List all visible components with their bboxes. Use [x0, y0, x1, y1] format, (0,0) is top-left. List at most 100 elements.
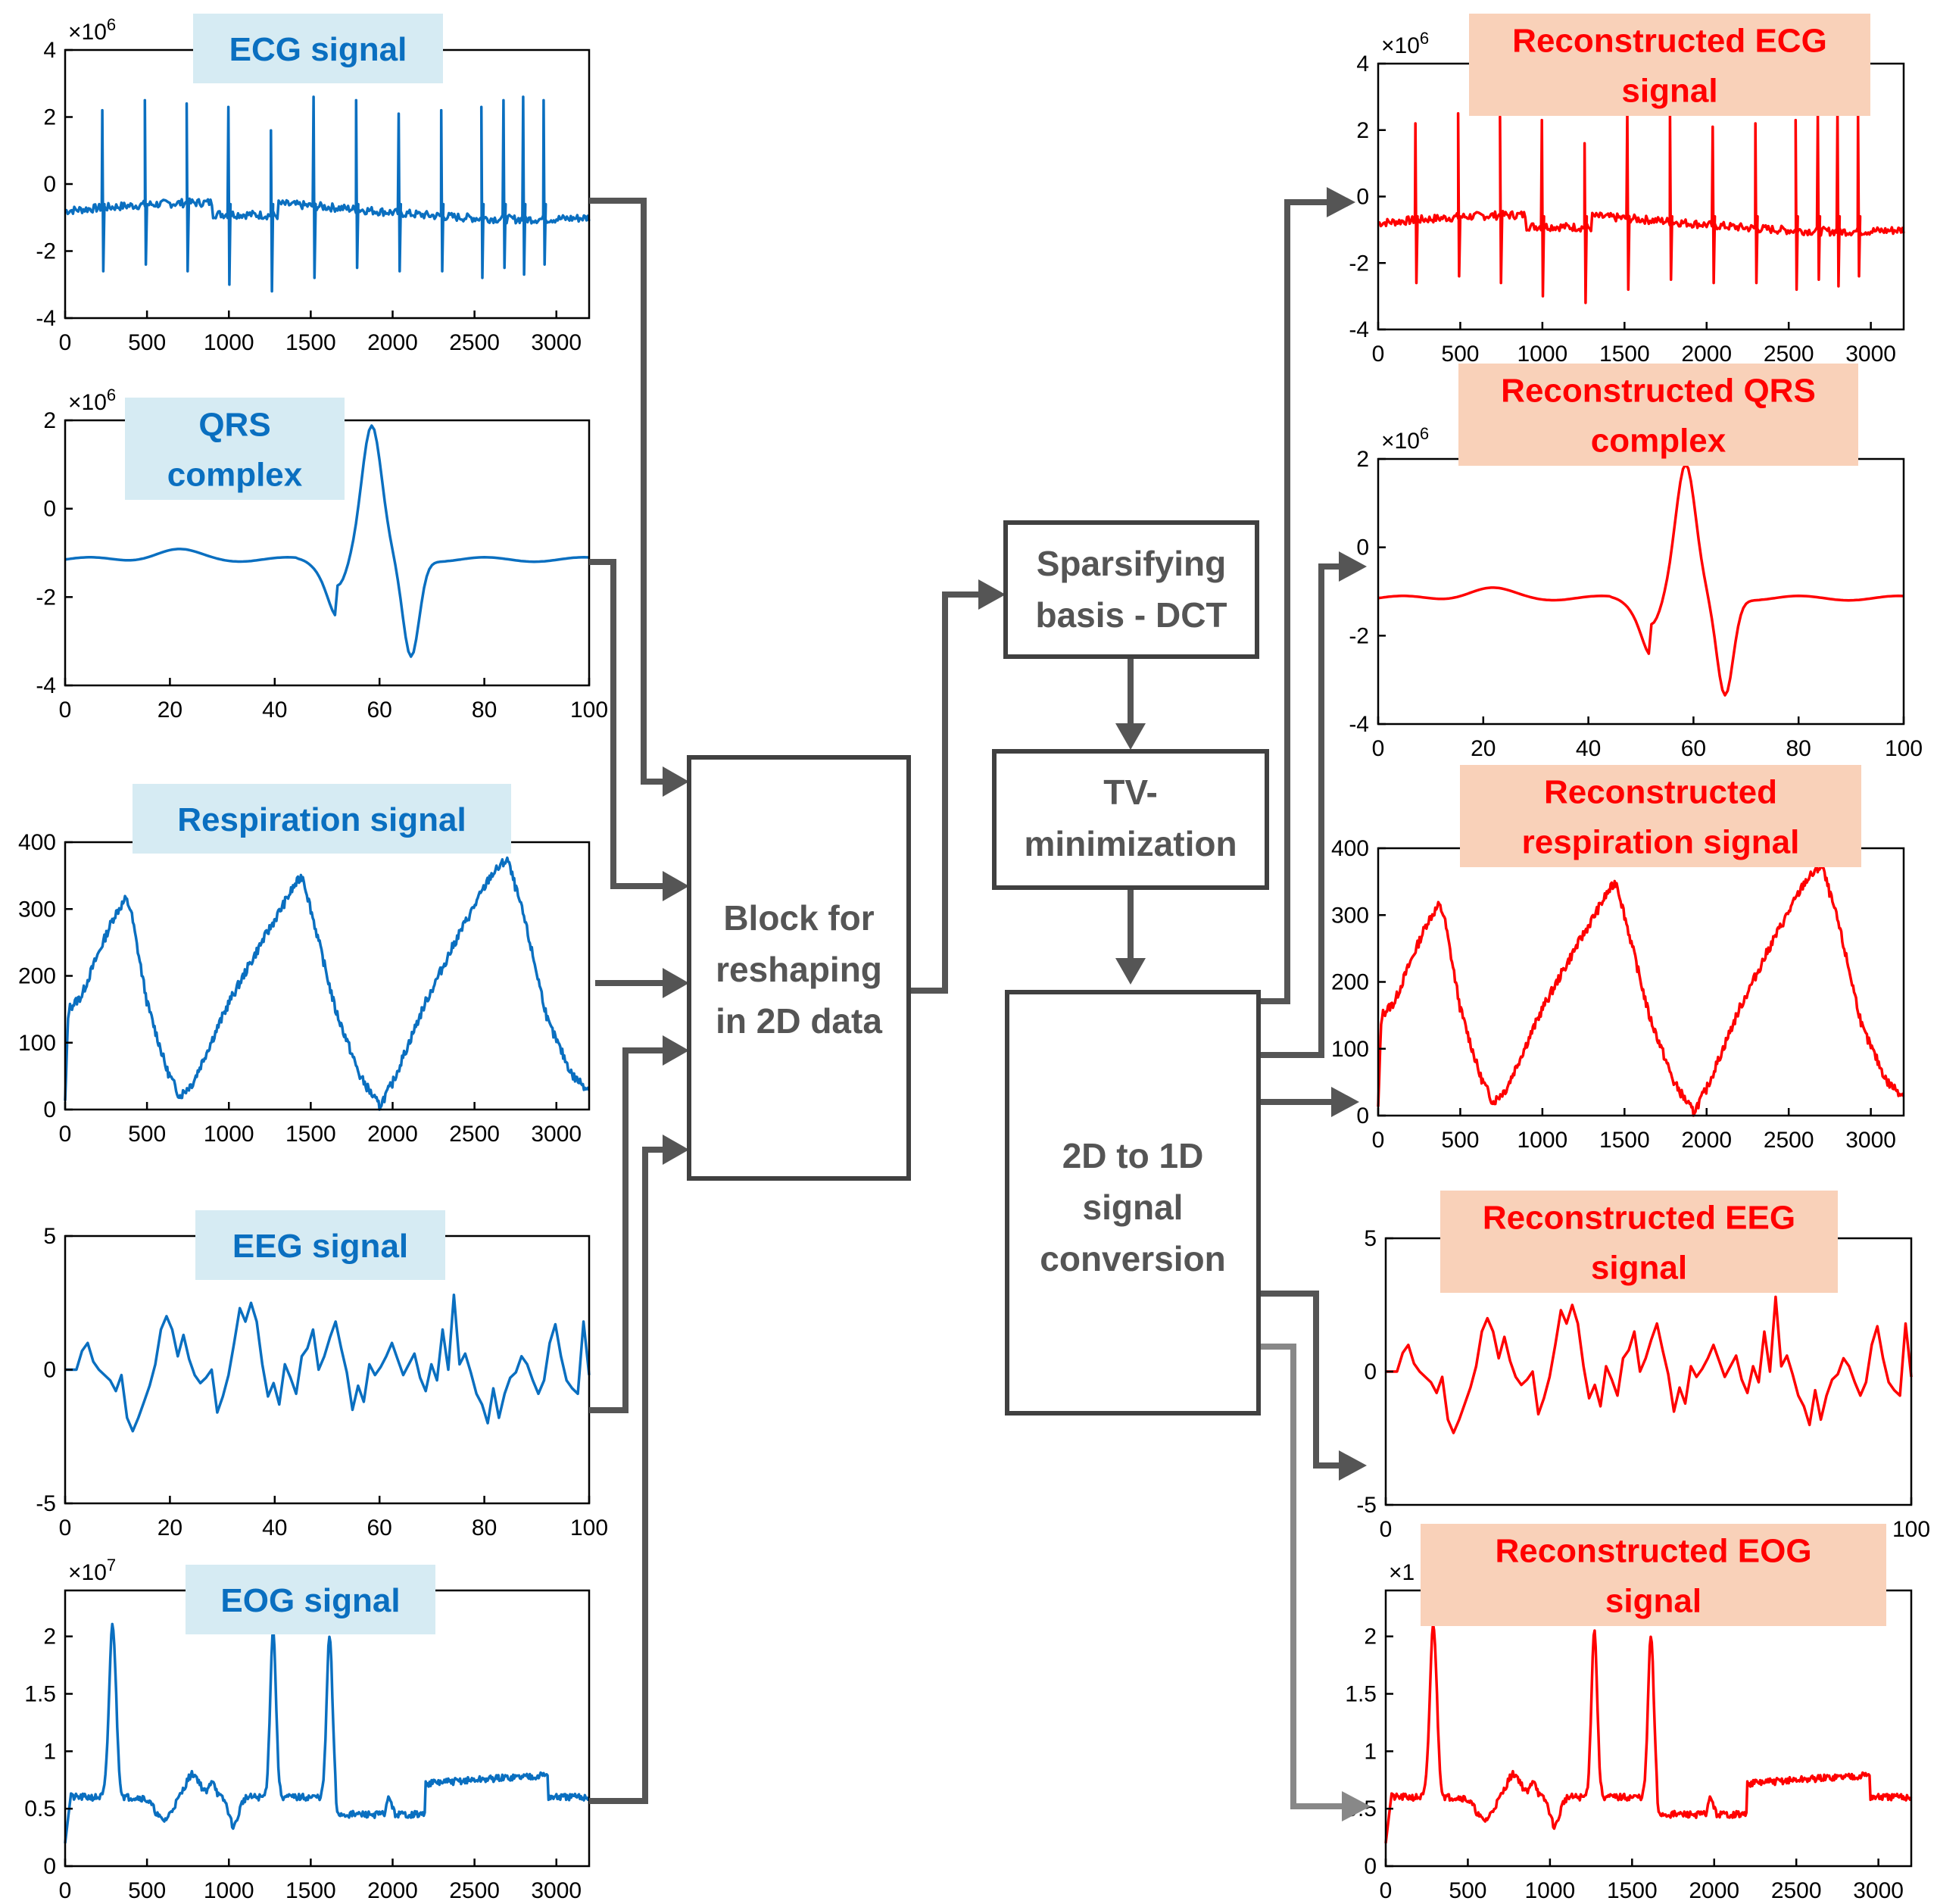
- y-tick-label: 0: [1356, 185, 1369, 210]
- arrowhead-out-ecg: [1327, 187, 1355, 217]
- x-tick-label: 1500: [285, 1878, 336, 1903]
- right-ecg-exponent: ×106: [1381, 29, 1429, 58]
- right-qrs-title-line: Reconstructed QRS: [1501, 373, 1816, 410]
- x-tick-label: 500: [1441, 342, 1479, 367]
- y-tick-label: 2: [1364, 1625, 1377, 1650]
- x-tick-label: 2000: [367, 1122, 418, 1147]
- x-tick-label: 60: [367, 1515, 392, 1540]
- x-tick-label: 1500: [1607, 1878, 1658, 1903]
- right-resp-waveform: [1377, 862, 1905, 1117]
- x-tick-label: 0: [59, 1878, 72, 1903]
- y-tick-label: -4: [36, 306, 56, 331]
- right-eog-title-line: Reconstructed EOG: [1495, 1533, 1811, 1570]
- right-ecg-title-line: signal: [1621, 73, 1717, 110]
- left-qrs-title-line: QRS: [198, 407, 270, 444]
- y-tick-label: 4: [43, 38, 56, 63]
- left-eog-waveform: [64, 1622, 591, 1843]
- x-tick-label: 40: [1576, 736, 1601, 761]
- arrowhead-convert: [1115, 958, 1146, 985]
- x-tick-label: 1500: [285, 330, 336, 355]
- left-eog-title: EOG signal: [186, 1565, 435, 1634]
- tv-minimization-block: TV- minimization: [992, 749, 1269, 890]
- y-tick-label: 100: [18, 1031, 56, 1056]
- left-ecg-title-line: ECG signal: [229, 31, 407, 68]
- y-tick-label: 300: [1331, 903, 1369, 928]
- arrowhead-eog: [663, 1135, 689, 1165]
- x-tick-label: 500: [128, 1122, 166, 1147]
- right-ecg-title: Reconstructed ECG signal: [1469, 14, 1870, 116]
- left-eeg-title-line: EEG signal: [232, 1228, 408, 1265]
- connector-reshape-to-dct: [909, 591, 981, 994]
- y-tick-label: 4: [1356, 52, 1369, 76]
- y-tick-label: 200: [1331, 970, 1369, 995]
- x-tick-label: 20: [158, 698, 182, 723]
- y-tick-label: -2: [36, 239, 56, 264]
- y-tick-label: 0: [43, 1358, 56, 1383]
- right-eog-exponent: ×1: [1389, 1560, 1415, 1585]
- x-tick-label: 500: [1441, 1128, 1479, 1153]
- y-tick-label: 0: [43, 1097, 56, 1122]
- x-tick-label: 2500: [1764, 342, 1814, 367]
- arrowhead-tv: [1115, 723, 1146, 750]
- y-tick-label: 5: [43, 1224, 56, 1249]
- x-tick-label: 2000: [367, 330, 418, 355]
- connector-convert-to-eog: [1259, 1344, 1344, 1809]
- x-tick-label: 40: [262, 698, 287, 723]
- x-tick-label: 80: [1786, 736, 1811, 761]
- x-tick-label: 1000: [1525, 1878, 1576, 1903]
- y-tick-label: 0: [43, 172, 56, 197]
- conversion-block-line-3: conversion: [1040, 1239, 1225, 1278]
- right-resp-title-line: respiration signal: [1522, 824, 1800, 861]
- right-qrs-exponent: ×106: [1381, 424, 1429, 454]
- y-tick-label: 0: [1356, 1103, 1369, 1128]
- right-qrs-title-line: complex: [1591, 423, 1726, 460]
- x-tick-label: 0: [1372, 1128, 1385, 1153]
- right-resp-title: Reconstructed respiration signal: [1460, 765, 1861, 867]
- right-eeg-title: Reconstructed EEG signal: [1440, 1191, 1838, 1293]
- left-qrs-title-line: complex: [167, 457, 303, 494]
- conversion-block-line-2: signal: [1083, 1188, 1184, 1227]
- connector-convert-to-qrs: [1259, 563, 1340, 1058]
- reconstructed-signal-plots: 420-2-40 500 1000 1500 2000 2500 3000×106 Recon…: [1331, 14, 1930, 1903]
- x-tick-label: 1500: [285, 1122, 336, 1147]
- y-tick-label: -4: [36, 673, 56, 698]
- right-eog-axes: [1384, 1589, 1913, 1868]
- reshape-block-line-3: in 2D data: [716, 1001, 882, 1041]
- x-tick-label: 3000: [531, 330, 582, 355]
- y-tick-label: 1.5: [1345, 1682, 1377, 1707]
- left-ecg-waveform: [64, 95, 591, 293]
- x-tick-label: 2500: [1764, 1128, 1814, 1153]
- x-tick-label: 100: [570, 698, 608, 723]
- y-tick-label: -2: [36, 585, 56, 610]
- x-tick-label: 2000: [1681, 1128, 1732, 1153]
- left-ecg-title: ECG signal: [193, 14, 443, 83]
- left-eog-title-line: EOG signal: [220, 1582, 400, 1619]
- y-tick-label: 0: [1364, 1359, 1377, 1384]
- y-tick-label: 2: [43, 105, 56, 130]
- x-tick-label: 1500: [1599, 342, 1650, 367]
- left-qrs-exponent: ×106: [68, 385, 116, 415]
- right-ecg-waveform: [1377, 108, 1905, 304]
- dct-block-line-1: Sparsifying: [1037, 544, 1227, 583]
- arrowhead-out-eog: [1342, 1791, 1371, 1821]
- conversion-block-line-1: 2D to 1D: [1062, 1136, 1204, 1175]
- right-ecg-title-line: Reconstructed ECG: [1512, 23, 1827, 60]
- tv-block-line-1: TV-: [1103, 773, 1158, 812]
- x-tick-label: 3000: [531, 1122, 582, 1147]
- x-tick-label: 500: [128, 330, 166, 355]
- reshape-block-line-2: reshaping: [716, 950, 882, 989]
- x-tick-label: 20: [158, 1515, 182, 1540]
- x-tick-label: 80: [472, 698, 497, 723]
- arrowhead-qrs: [663, 871, 689, 901]
- right-resp-title-line: Reconstructed: [1544, 774, 1777, 811]
- left-qrs-waveform: [64, 424, 590, 658]
- right-eeg-title-line: Reconstructed EEG: [1483, 1200, 1795, 1237]
- x-tick-label: 500: [128, 1878, 166, 1903]
- y-tick-label: -2: [1349, 623, 1369, 648]
